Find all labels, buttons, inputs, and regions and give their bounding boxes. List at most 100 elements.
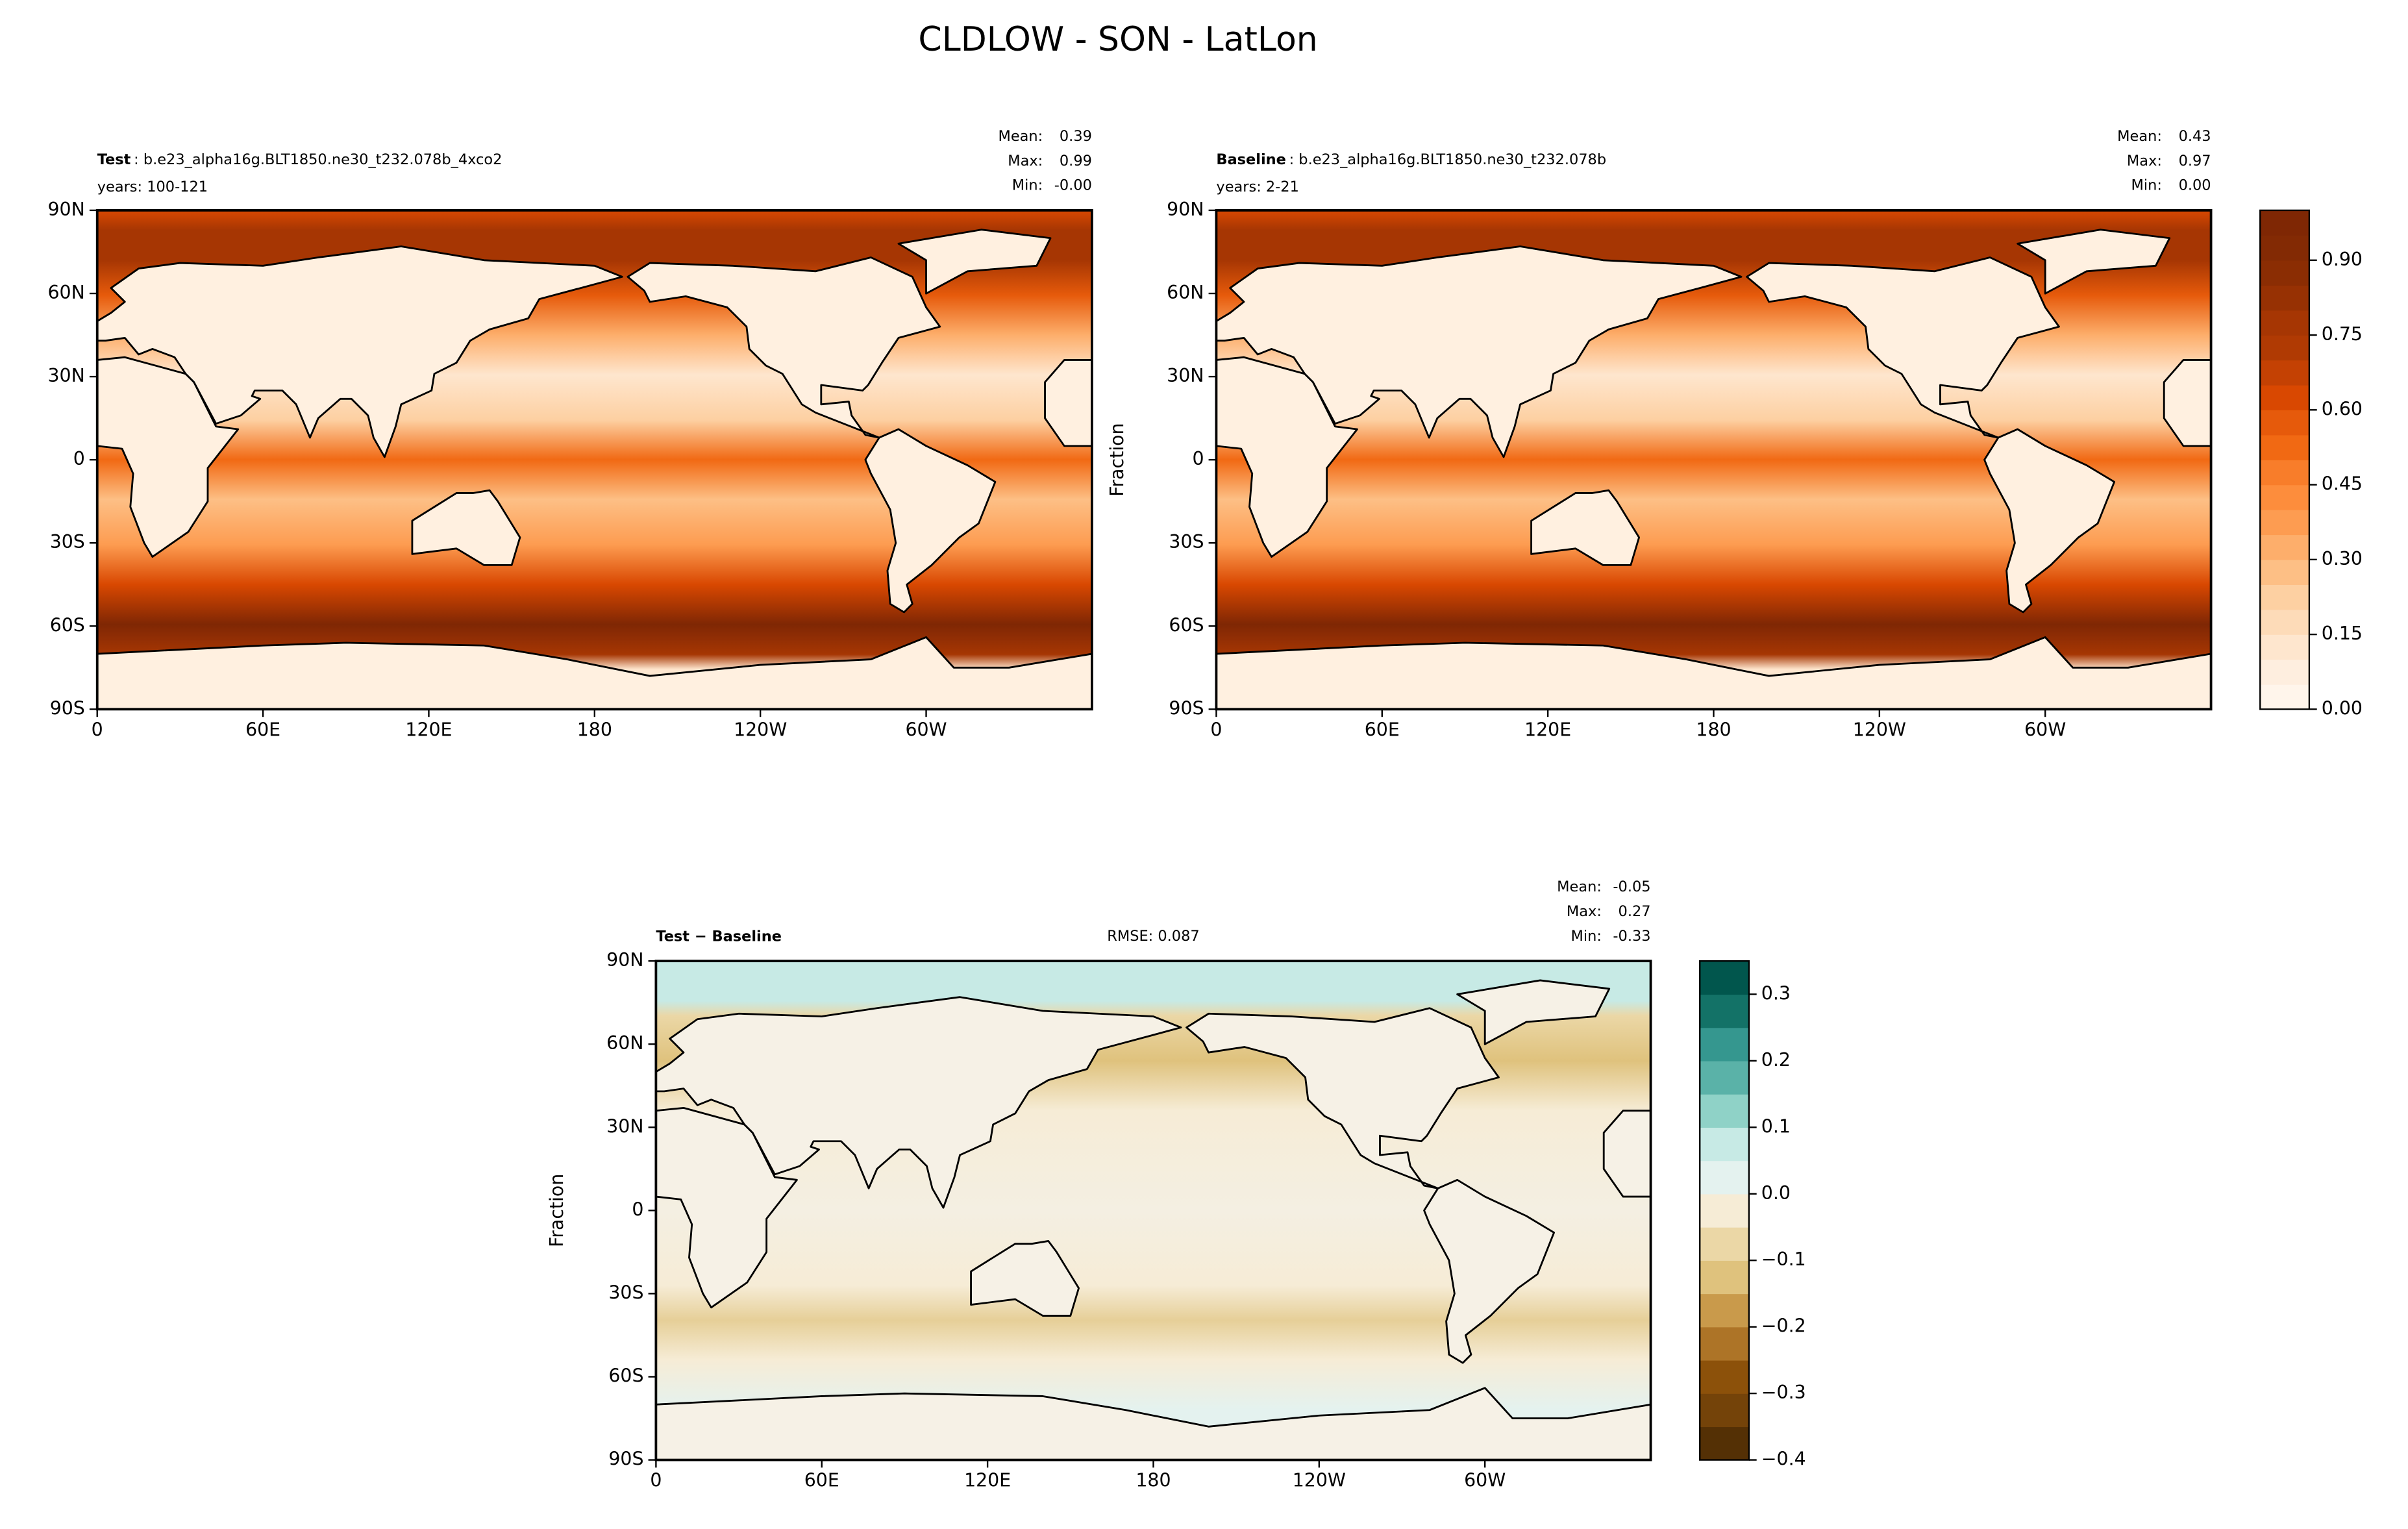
colorbar-tick-label: −0.2: [1761, 1315, 1806, 1337]
colorbar-tick-label: −0.3: [1761, 1382, 1806, 1403]
colorbar-tick-label: 0.15: [2322, 623, 2363, 644]
y-tick-label: 90S: [1169, 697, 1204, 719]
colorbar-band: [2260, 384, 2309, 411]
colorbar-band: [2260, 335, 2309, 361]
colorbar-band: [1700, 1360, 1749, 1394]
x-tick-label: 60W: [2024, 719, 2066, 740]
colorbar-tick-label: 0.60: [2322, 398, 2363, 419]
map-panel: 0 60E 120E 180 120W 60W 90S 60S 30S 0 30N 60N 90N Fra…: [1106, 128, 2363, 741]
stat-value: 0.97: [2179, 153, 2211, 169]
y-tick-label: 0: [73, 448, 85, 469]
colorbar-tick-label: 0.2: [1761, 1049, 1791, 1071]
colorbar-tick-label: 0.00: [2322, 697, 2363, 719]
y-tick-label: 60S: [1169, 614, 1204, 636]
coastline: [1185, 1007, 1500, 1189]
case-name: : b.e23_alpha16g.BLT1850.ne30_t232.078b: [1289, 151, 1606, 168]
colorbar-band: [2260, 310, 2309, 336]
colorbar-band: [2260, 634, 2309, 660]
panel-label: Test − Baseline: [656, 928, 782, 945]
years: years: 2-21: [1216, 179, 1298, 195]
colorbar-band: [1700, 1260, 1749, 1295]
coastline: [1456, 979, 1611, 1045]
colorbar-tick-label: 0.0: [1761, 1182, 1791, 1204]
stat-value: -0.05: [1613, 878, 1650, 895]
colorbar-tick-label: 0.1: [1761, 1115, 1791, 1137]
years: years: 100-121: [97, 179, 208, 195]
panel-label-name: Baseline: [1216, 151, 1285, 168]
stat-name: Min:: [2131, 177, 2162, 194]
coastline: [1746, 256, 2060, 439]
coastline: [2017, 229, 2171, 295]
y-tick-label: 90S: [50, 697, 85, 719]
colorbar-band: [2260, 260, 2309, 286]
map-panel: 0 60E 120E 180 120W 60W 90S 60S 30S 0 30N 60N 90N Fra…: [546, 878, 1806, 1491]
coastline: [411, 489, 521, 566]
x-tick-label: 120W: [1853, 719, 1906, 740]
coastline: [97, 245, 623, 458]
coastline: [1044, 359, 1092, 447]
colorbar-band: [2260, 609, 2309, 635]
x-tick-label: 180: [1136, 1470, 1171, 1491]
colorbar-band: [1700, 1127, 1749, 1162]
x-tick-label: 180: [577, 719, 612, 740]
stat-name: Min:: [1012, 177, 1043, 194]
y-axis-label: Fraction: [546, 1174, 567, 1247]
x-tick-label: 120E: [964, 1470, 1011, 1491]
colorbar-band: [1700, 1426, 1749, 1461]
colorbar-band: [1700, 1393, 1749, 1428]
x-tick-label: 0: [1210, 719, 1222, 740]
stat-name: Max:: [2127, 153, 2162, 169]
coastline: [627, 256, 941, 439]
coastline: [1602, 1110, 1651, 1198]
panel-label-name: Test: [97, 151, 131, 168]
colorbar-band: [2260, 285, 2309, 311]
x-tick-label: 120W: [1293, 1470, 1346, 1491]
y-tick-label: 60S: [50, 614, 85, 636]
rmse: RMSE: 0.087: [1107, 928, 1199, 945]
y-tick-label: 60N: [47, 282, 84, 303]
case-name: : b.e23_alpha16g.BLT1850.ne30_t232.078b_…: [134, 151, 502, 168]
map-body: [1216, 210, 2211, 710]
colorbar-band: [2260, 484, 2309, 510]
stat-value: 0.99: [1060, 153, 1092, 169]
map-panel: 0 60E 120E 180 120W 60W 90S 60S 30S 0 30N 60N 90N Tes…: [47, 128, 1093, 740]
stat-name: Mean:: [2117, 128, 2162, 145]
colorbar-band: [1700, 1193, 1749, 1228]
y-tick-label: 30S: [1169, 531, 1204, 553]
colorbar-band: [2260, 659, 2309, 685]
y-tick-label: 0: [632, 1199, 643, 1220]
colorbar-band: [2260, 235, 2309, 261]
colorbar-frame: [1699, 960, 1750, 1461]
coastline: [897, 229, 1052, 295]
stat-value: -0.33: [1613, 928, 1650, 945]
colorbar-band: [1700, 1326, 1749, 1361]
colorbar-band: [1700, 961, 1749, 995]
colorbar-band: [2260, 510, 2309, 536]
y-tick-label: 30S: [50, 531, 85, 553]
y-tick-label: 60S: [608, 1365, 643, 1387]
x-tick-label: 180: [1696, 719, 1731, 740]
colorbar-band: [2260, 534, 2309, 560]
map-body: [656, 961, 1651, 1460]
coastline: [2163, 359, 2211, 447]
y-axis-label: Fraction: [1106, 423, 1128, 497]
coastline: [656, 996, 1182, 1209]
y-tick-label: 30S: [608, 1282, 643, 1303]
colorbar-band: [1700, 1160, 1749, 1195]
colorbar-tick-label: 0.3: [1761, 982, 1791, 1004]
colorbar-band: [1700, 1094, 1749, 1128]
x-tick-label: 60E: [804, 1470, 839, 1491]
colorbar-frame: [2259, 209, 2311, 710]
panel-label: Test: b.e23_alpha16g.BLT1850.ne30_t232.0…: [97, 151, 503, 168]
x-tick-label: 0: [92, 719, 103, 740]
colorbar-tick-label: 0.75: [2322, 323, 2363, 345]
coastline: [970, 1240, 1080, 1317]
stat-value: -0.00: [1054, 177, 1092, 194]
colorbar-band: [2260, 584, 2309, 610]
coastline: [864, 428, 997, 614]
x-tick-label: 60W: [1464, 1470, 1506, 1491]
colorbar-tick-label: −0.1: [1761, 1249, 1806, 1270]
colorbar-tick-label: 0.90: [2322, 249, 2363, 270]
coastline: [1530, 489, 1641, 566]
x-tick-label: 60E: [1365, 719, 1400, 740]
